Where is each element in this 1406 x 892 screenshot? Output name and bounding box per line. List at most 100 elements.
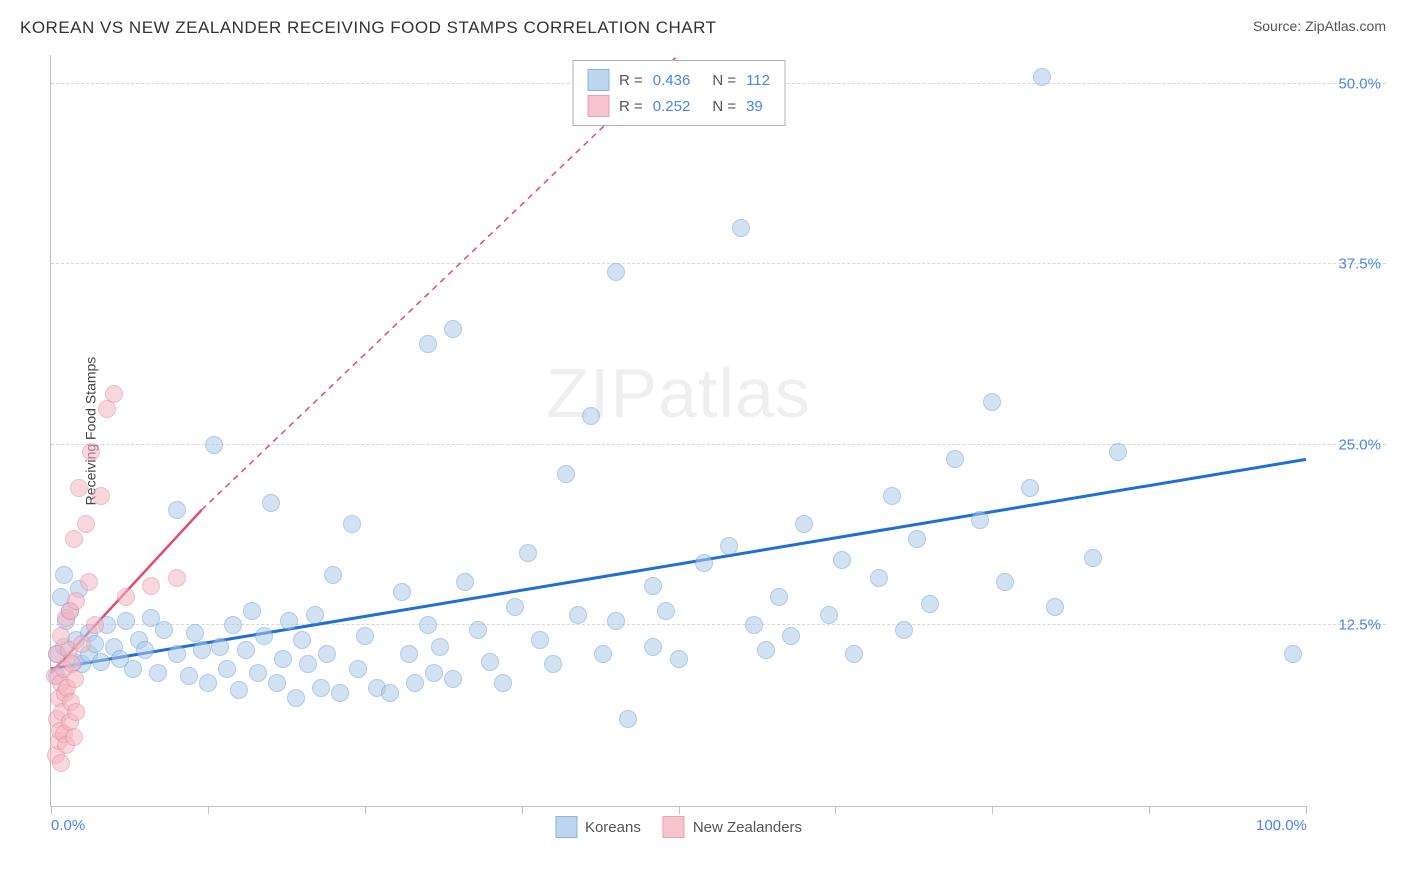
x-tick xyxy=(51,806,52,814)
data-point xyxy=(92,653,110,671)
x-tick xyxy=(1149,806,1150,814)
data-point xyxy=(1284,645,1302,663)
data-point xyxy=(155,621,173,639)
data-point xyxy=(657,602,675,620)
gridline xyxy=(51,263,1386,264)
n-value: 39 xyxy=(746,98,763,115)
data-point xyxy=(506,598,524,616)
data-point xyxy=(230,681,248,699)
legend-item: New Zealanders xyxy=(663,816,802,838)
n-label: N = xyxy=(712,98,736,115)
data-point xyxy=(65,530,83,548)
data-point xyxy=(607,612,625,630)
n-label: N = xyxy=(712,72,736,89)
data-point xyxy=(168,645,186,663)
x-tick xyxy=(992,806,993,814)
data-point xyxy=(757,641,775,659)
data-point xyxy=(481,653,499,671)
data-point xyxy=(105,385,123,403)
r-value: 0.436 xyxy=(653,72,691,89)
data-point xyxy=(607,263,625,281)
data-point xyxy=(1084,549,1102,567)
legend-label: New Zealanders xyxy=(693,819,802,836)
data-point xyxy=(644,577,662,595)
data-point xyxy=(946,450,964,468)
data-point xyxy=(82,443,100,461)
data-point xyxy=(211,638,229,656)
legend-row: R = 0.252N = 39 xyxy=(587,93,770,119)
gridline xyxy=(51,624,1386,625)
legend-row: R = 0.436 N = 112 xyxy=(587,67,770,93)
data-point xyxy=(142,577,160,595)
data-point xyxy=(299,655,317,673)
data-point xyxy=(1046,598,1064,616)
data-point xyxy=(70,479,88,497)
legend-item: Koreans xyxy=(555,816,641,838)
r-label: R = xyxy=(619,72,643,89)
data-point xyxy=(349,660,367,678)
legend-swatch xyxy=(587,95,609,117)
data-point xyxy=(732,219,750,237)
x-tick xyxy=(365,806,366,814)
data-point xyxy=(199,674,217,692)
data-point xyxy=(356,627,374,645)
x-tick-label: 0.0% xyxy=(51,817,85,834)
data-point xyxy=(168,569,186,587)
data-point xyxy=(795,515,813,533)
data-point xyxy=(186,624,204,642)
y-tick-label: 37.5% xyxy=(1338,256,1381,273)
data-point xyxy=(168,501,186,519)
data-point xyxy=(312,679,330,697)
data-point xyxy=(544,655,562,673)
n-value: 112 xyxy=(746,72,770,89)
y-tick-label: 50.0% xyxy=(1338,75,1381,92)
data-point xyxy=(644,638,662,656)
data-point xyxy=(268,674,286,692)
data-point xyxy=(594,645,612,663)
data-point xyxy=(406,674,424,692)
data-point xyxy=(318,645,336,663)
legend-swatch xyxy=(587,69,609,91)
data-point xyxy=(67,703,85,721)
data-point xyxy=(393,583,411,601)
y-tick-label: 25.0% xyxy=(1338,436,1381,453)
source-attribution: Source: ZipAtlas.com xyxy=(1253,18,1386,34)
data-point xyxy=(306,606,324,624)
x-tick xyxy=(1306,806,1307,814)
data-point xyxy=(287,689,305,707)
data-point xyxy=(469,621,487,639)
data-point xyxy=(569,606,587,624)
legend-swatch xyxy=(663,816,685,838)
data-point xyxy=(782,627,800,645)
data-point xyxy=(1033,68,1051,86)
data-point xyxy=(117,588,135,606)
data-point xyxy=(519,544,537,562)
data-point xyxy=(80,573,98,591)
data-point xyxy=(419,616,437,634)
data-point xyxy=(695,554,713,572)
data-point xyxy=(52,754,70,772)
data-point xyxy=(243,602,261,620)
data-point xyxy=(582,407,600,425)
data-point xyxy=(149,664,167,682)
data-point xyxy=(66,670,84,688)
x-tick xyxy=(522,806,523,814)
r-label: R = xyxy=(619,98,643,115)
data-point xyxy=(55,566,73,584)
data-point xyxy=(1021,479,1039,497)
data-point xyxy=(425,664,443,682)
data-point xyxy=(419,335,437,353)
data-point xyxy=(833,551,851,569)
data-point xyxy=(324,566,342,584)
data-point xyxy=(619,710,637,728)
data-point xyxy=(193,641,211,659)
data-point xyxy=(237,641,255,659)
data-point xyxy=(431,638,449,656)
data-point xyxy=(444,670,462,688)
data-point xyxy=(456,573,474,591)
data-point xyxy=(280,612,298,630)
data-point xyxy=(820,606,838,624)
gridline xyxy=(51,444,1386,445)
y-tick-label: 12.5% xyxy=(1338,617,1381,634)
data-point xyxy=(494,674,512,692)
